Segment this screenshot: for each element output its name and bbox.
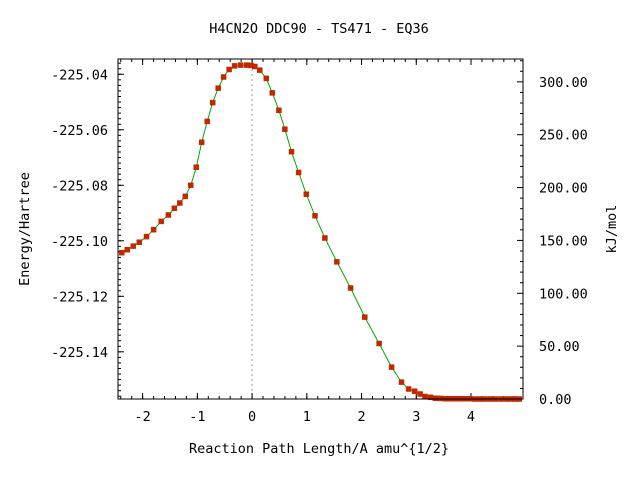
data-point bbox=[188, 182, 194, 189]
x-tick-label: 4 bbox=[467, 409, 475, 425]
data-point bbox=[322, 235, 328, 241]
series-line bbox=[121, 64, 520, 400]
data-point bbox=[182, 193, 189, 200]
y2-tick-label: 200.00 bbox=[539, 181, 588, 197]
axis-ticks: -2 -1 0 1 2 3 4 -225.04 -225.06 -225.08 -225.10 -22… bbox=[51, 59, 588, 425]
data-point bbox=[376, 340, 382, 347]
data-point bbox=[136, 239, 143, 245]
plot-frame bbox=[117, 58, 524, 400]
x-tick-label: -2 bbox=[134, 409, 150, 425]
data-point bbox=[237, 62, 244, 68]
data-point bbox=[288, 148, 295, 155]
y-axis-label: Energy/Hartree bbox=[17, 172, 33, 286]
data-point bbox=[398, 379, 405, 385]
data-point bbox=[362, 314, 368, 320]
data-point bbox=[388, 364, 395, 370]
data-point bbox=[158, 218, 164, 225]
data-point bbox=[209, 99, 216, 106]
data-point bbox=[177, 200, 183, 206]
y2-tick-label: 50.00 bbox=[539, 339, 580, 355]
data-point bbox=[124, 246, 131, 253]
data-point bbox=[226, 66, 232, 73]
chart-title: H4CN2O DDC90 - TS471 - EQ36 bbox=[209, 21, 428, 37]
y-tick-label: -225.06 bbox=[51, 123, 108, 139]
data-point bbox=[405, 386, 412, 392]
data-point bbox=[263, 75, 270, 82]
x-tick-label: 1 bbox=[303, 409, 311, 425]
x-axis-label: Reaction Path Length/A amu^{1/2} bbox=[189, 441, 449, 457]
y2-tick-label: 150.00 bbox=[539, 233, 588, 249]
y-tick-label: -225.04 bbox=[51, 67, 108, 83]
data-point bbox=[282, 126, 288, 132]
data-point bbox=[437, 395, 444, 402]
data-point bbox=[422, 393, 428, 400]
y2-tick-label: 250.00 bbox=[539, 128, 588, 144]
data-point bbox=[257, 67, 263, 73]
data-point bbox=[171, 205, 178, 212]
data-point bbox=[193, 164, 200, 170]
x-tick-label: -1 bbox=[189, 409, 205, 425]
data-point bbox=[198, 139, 205, 146]
y2-tick-label: 300.00 bbox=[539, 75, 588, 91]
x-tick-label: 0 bbox=[248, 409, 256, 425]
data-point bbox=[411, 388, 418, 394]
x-tick-label: 2 bbox=[357, 409, 365, 425]
data-point bbox=[231, 63, 238, 69]
data-point bbox=[347, 285, 354, 291]
data-point bbox=[276, 107, 282, 114]
data-point bbox=[150, 226, 157, 233]
data-point bbox=[432, 395, 439, 401]
data-point bbox=[303, 191, 310, 197]
y-tick-label: -225.10 bbox=[51, 234, 108, 250]
y-tick-label: -225.12 bbox=[51, 289, 108, 305]
y-tick-label: -225.14 bbox=[51, 345, 108, 361]
data-point bbox=[269, 90, 276, 96]
data-point bbox=[252, 63, 258, 70]
y2-tick-label: 0.00 bbox=[539, 392, 572, 408]
data-point bbox=[220, 74, 227, 80]
data-point bbox=[119, 249, 125, 256]
data-point bbox=[204, 118, 210, 125]
data-point bbox=[417, 391, 423, 397]
data-point bbox=[143, 233, 150, 240]
data-point bbox=[312, 213, 318, 219]
x-tick-label: 3 bbox=[412, 409, 420, 425]
data-point bbox=[215, 85, 221, 91]
y2-axis-label: kJ/mol bbox=[604, 205, 620, 254]
data-point bbox=[165, 212, 172, 218]
data-point bbox=[295, 169, 302, 176]
y2-tick-label: 100.00 bbox=[539, 286, 588, 302]
data-point bbox=[130, 243, 137, 249]
series-group bbox=[119, 62, 522, 402]
y-tick-label: -225.08 bbox=[51, 178, 108, 194]
data-point bbox=[334, 259, 340, 265]
